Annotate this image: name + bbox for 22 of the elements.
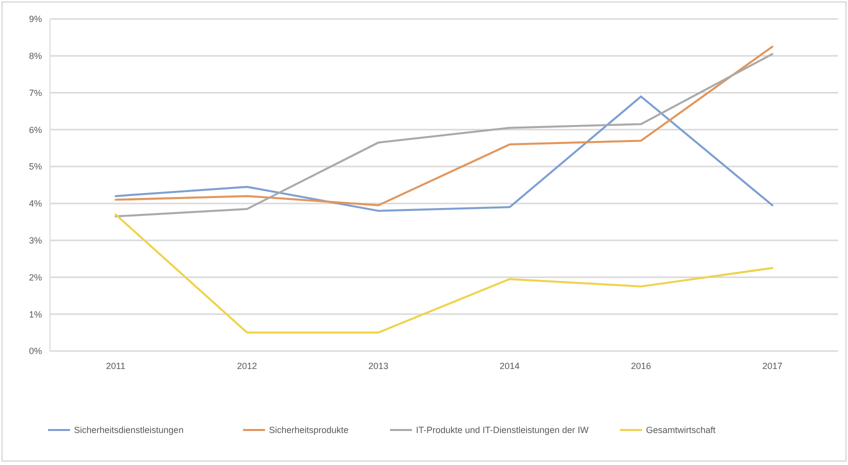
legend-label: IT-Produkte und IT-Dienstleistungen der IW xyxy=(416,425,590,436)
y-tick-label: 4% xyxy=(28,198,42,209)
y-tick-label: 7% xyxy=(28,88,42,98)
x-tick-label: 2016 xyxy=(630,361,652,371)
legend-label: Gesamtwirtschaft xyxy=(646,425,716,436)
x-tick-label: 2011 xyxy=(106,361,126,371)
legend-label: Sicherheitsdienstleistungen xyxy=(74,425,184,436)
y-tick-label: 2% xyxy=(28,272,42,282)
y-tick-label: 6% xyxy=(28,124,42,135)
x-tick-label: 2014 xyxy=(500,361,520,371)
x-tick-label: 2012 xyxy=(236,361,258,371)
y-tick-label: 3% xyxy=(28,235,42,246)
x-tick-label: 2013 xyxy=(368,361,388,371)
y-tick-label: 5% xyxy=(28,162,42,172)
y-tick-label: 0% xyxy=(28,346,42,356)
line-series xyxy=(114,95,774,212)
y-tick-label: 9% xyxy=(28,14,42,24)
y-tick-label: 8% xyxy=(28,51,42,62)
legend-label: Sicherheitsprodukte xyxy=(269,425,349,436)
x-tick-label: 2017 xyxy=(762,361,782,371)
y-tick-label: 1% xyxy=(28,309,42,320)
line-series xyxy=(114,214,774,334)
